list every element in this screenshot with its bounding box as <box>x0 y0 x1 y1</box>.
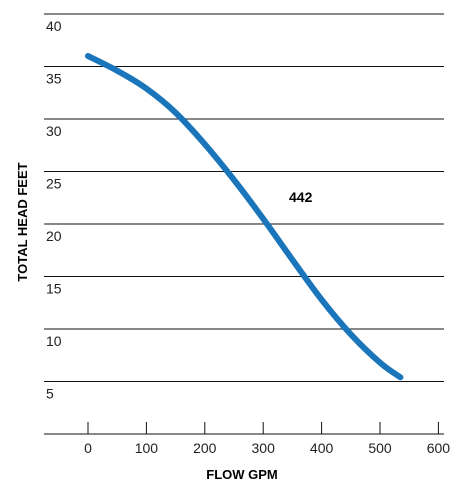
x-tick-label: 0 <box>84 440 92 456</box>
y-tick-label: 10 <box>46 333 62 349</box>
x-tick-label: 400 <box>310 440 334 456</box>
x-tick-label: 100 <box>135 440 159 456</box>
y-tick-label: 40 <box>46 18 62 34</box>
y-tick-label: 5 <box>46 386 54 402</box>
y-tick-label: 30 <box>46 123 62 139</box>
x-tick-label: 200 <box>193 440 217 456</box>
y-tick-labels: 5 10 15 20 25 30 35 40 <box>46 18 62 402</box>
y-tick-label: 15 <box>46 281 62 297</box>
y-tick-label: 25 <box>46 176 62 192</box>
x-axis <box>44 422 444 435</box>
x-tick-label: 500 <box>368 440 392 456</box>
y-axis-title: TOTAL HEAD FEET <box>15 162 30 281</box>
y-tick-label: 35 <box>46 71 62 87</box>
x-tick-label: 600 <box>427 440 451 456</box>
x-tick-label: 300 <box>252 440 276 456</box>
series-label-442: 442 <box>289 189 313 205</box>
series-line-442 <box>85 53 404 381</box>
y-tick-label: 20 <box>46 228 62 244</box>
x-axis-title: FLOW GPM <box>206 467 278 482</box>
x-tick-labels: 0 100 200 300 400 500 600 <box>84 440 450 456</box>
